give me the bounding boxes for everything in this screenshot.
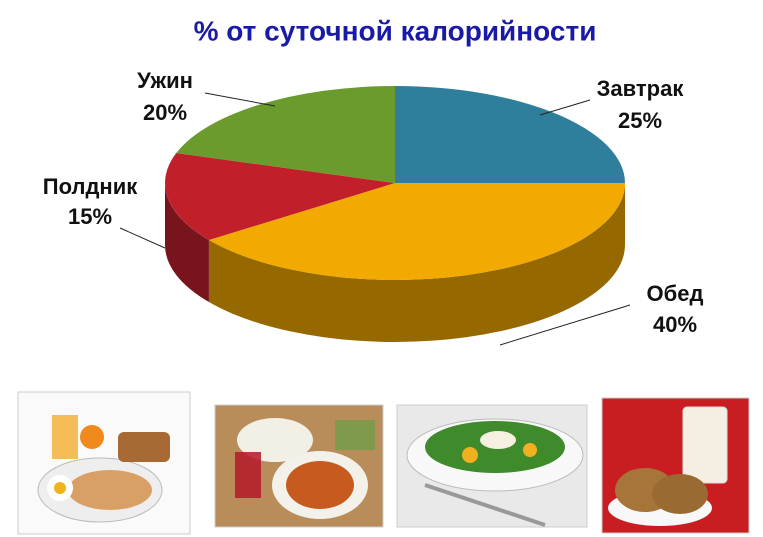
- leader-line: [499, 304, 631, 346]
- slice-value-label: 20%: [143, 100, 187, 125]
- leader-line: [539, 99, 591, 116]
- pie-slice: [395, 86, 625, 183]
- slice-value-label: 40%: [653, 312, 697, 337]
- slice-label: Завтрак: [597, 76, 685, 101]
- slice-label: Ужин: [137, 68, 193, 93]
- pie-slice: [208, 183, 625, 280]
- leader-line: [119, 227, 166, 249]
- pie-chart: [164, 86, 625, 342]
- photo-snack: [396, 404, 588, 528]
- chart-title: % от суточной калорийности: [194, 15, 597, 46]
- pie-slice-side: [165, 183, 209, 303]
- slice-label: Полдник: [43, 174, 138, 199]
- slice-value-label: 15%: [68, 204, 112, 229]
- slice-value-label: 25%: [618, 108, 662, 133]
- photo-dinner: [601, 397, 750, 534]
- pie-slice: [164, 153, 395, 241]
- slice-label: Обед: [647, 281, 704, 306]
- photo-breakfast: [17, 391, 191, 535]
- photo-lunch: [214, 404, 384, 528]
- pie-slice-side: [208, 183, 625, 342]
- pie-slice: [176, 86, 395, 183]
- leader-line: [204, 92, 276, 107]
